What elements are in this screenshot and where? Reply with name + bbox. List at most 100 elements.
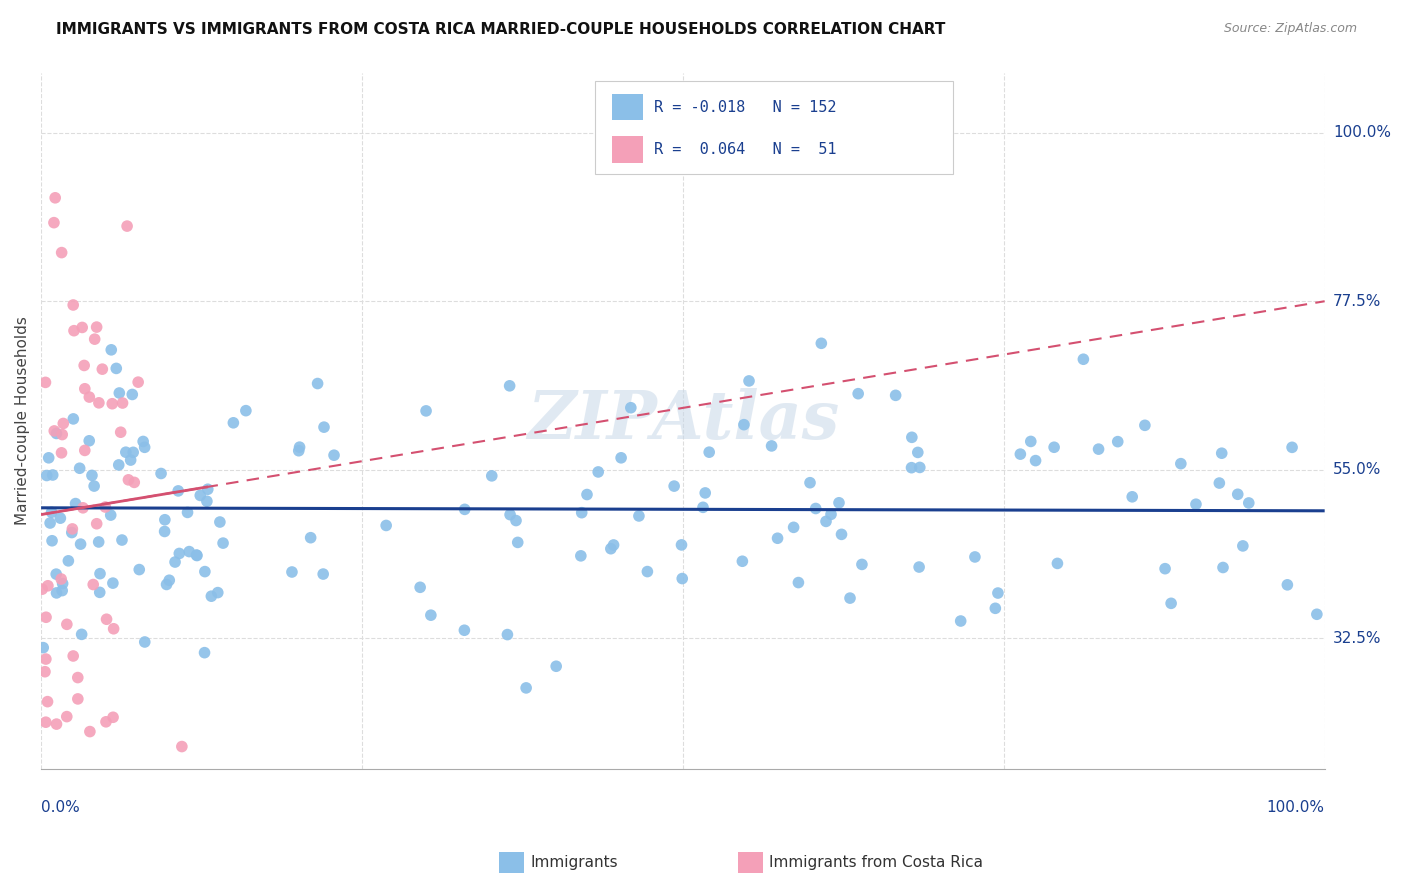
Point	[120, 453, 142, 467]
Point	[45, 567, 67, 582]
Point	[839, 591, 862, 606]
Point	[671, 572, 693, 586]
Point	[91, 362, 114, 376]
Point	[169, 546, 191, 560]
Point	[41, 468, 63, 483]
Text: 77.5%: 77.5%	[1333, 293, 1381, 309]
Point	[733, 417, 755, 432]
Point	[235, 403, 257, 417]
Point	[498, 379, 520, 393]
Point	[111, 396, 134, 410]
Text: 32.5%: 32.5%	[1333, 631, 1382, 646]
Point	[51, 583, 73, 598]
Point	[984, 601, 1007, 615]
Point	[38, 450, 60, 465]
Point	[79, 390, 101, 404]
Point	[1208, 476, 1230, 491]
Point	[692, 500, 714, 515]
Point	[31, 582, 53, 596]
Point	[58, 554, 80, 568]
Point	[1073, 352, 1095, 367]
Point	[1277, 578, 1299, 592]
Point	[766, 531, 789, 545]
Point	[32, 640, 55, 655]
Point	[620, 401, 643, 415]
Point	[117, 473, 139, 487]
Point	[1232, 539, 1254, 553]
Point	[222, 416, 245, 430]
Point	[831, 527, 853, 541]
Point	[34, 665, 56, 679]
Point	[602, 538, 624, 552]
Point	[949, 614, 972, 628]
Point	[1281, 440, 1303, 454]
Text: 55.0%: 55.0%	[1333, 462, 1381, 477]
Point	[155, 577, 177, 591]
Point	[72, 500, 94, 515]
Point	[1046, 557, 1069, 571]
Point	[186, 548, 208, 562]
Point	[82, 577, 104, 591]
Point	[194, 565, 217, 579]
Point	[128, 563, 150, 577]
Point	[499, 508, 522, 522]
Point	[409, 580, 432, 594]
Point	[41, 505, 63, 519]
Point	[87, 396, 110, 410]
Point	[804, 501, 827, 516]
Point	[195, 494, 218, 508]
Point	[51, 245, 73, 260]
Point	[94, 714, 117, 729]
Point	[66, 692, 89, 706]
Point	[963, 549, 986, 564]
Point	[176, 505, 198, 519]
Point	[105, 361, 128, 376]
Point	[1211, 446, 1233, 460]
Point	[323, 448, 346, 462]
Point	[454, 502, 477, 516]
Point	[987, 586, 1010, 600]
Point	[828, 496, 851, 510]
Point	[453, 624, 475, 638]
Point	[35, 715, 58, 730]
Point	[80, 468, 103, 483]
Point	[62, 412, 84, 426]
Point	[575, 487, 598, 501]
Point	[70, 627, 93, 641]
Point	[610, 450, 633, 465]
Point	[505, 514, 527, 528]
Point	[101, 710, 124, 724]
Point	[1160, 596, 1182, 610]
Point	[45, 717, 67, 731]
Point	[1306, 607, 1329, 622]
Point	[62, 298, 84, 312]
Point	[111, 533, 134, 547]
Point	[782, 520, 804, 534]
Point	[908, 460, 931, 475]
Point	[122, 445, 145, 459]
Point	[281, 565, 304, 579]
Point	[307, 376, 329, 391]
Point	[662, 479, 685, 493]
Point	[35, 652, 58, 666]
Point	[86, 516, 108, 531]
Text: 100.0%: 100.0%	[1267, 799, 1324, 814]
Point	[810, 336, 832, 351]
Point	[312, 420, 335, 434]
Point	[695, 486, 717, 500]
Point	[83, 332, 105, 346]
Point	[186, 549, 208, 563]
Point	[569, 549, 592, 563]
Point	[546, 659, 568, 673]
Point	[1185, 497, 1208, 511]
Point	[208, 515, 231, 529]
Point	[907, 445, 929, 459]
Point	[738, 374, 761, 388]
Point	[799, 475, 821, 490]
Point	[114, 445, 136, 459]
Point	[121, 387, 143, 401]
Text: Immigrants from Costa Rica: Immigrants from Costa Rica	[769, 855, 983, 870]
Point	[1212, 560, 1234, 574]
Point	[60, 522, 83, 536]
Point	[1025, 453, 1047, 467]
